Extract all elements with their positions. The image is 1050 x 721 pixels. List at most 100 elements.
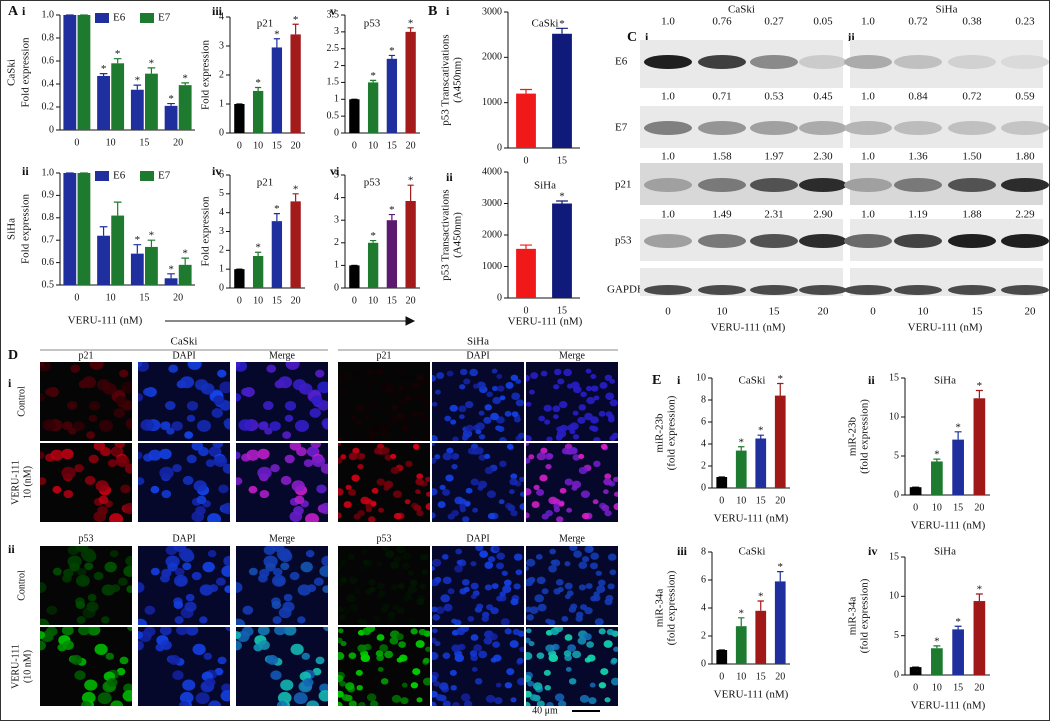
nucleus: [382, 603, 390, 610]
nucleus: [61, 574, 72, 583]
bar: [234, 269, 245, 288]
nucleus: [604, 374, 613, 381]
nucleus: [186, 414, 196, 422]
nucleus: [138, 451, 143, 460]
x-tick-label: 10: [106, 137, 116, 148]
nucleus: [417, 411, 425, 418]
nucleus: [517, 432, 524, 439]
nucleus: [357, 509, 365, 517]
y-tick-label: 6: [701, 574, 706, 585]
nucleus: [471, 666, 478, 672]
nucleus: [403, 426, 411, 433]
nucleus: [121, 381, 132, 394]
nucleus: [373, 615, 381, 622]
nucleus: [474, 678, 483, 685]
nucleus: [432, 606, 438, 613]
nucleus: [305, 513, 320, 522]
channel-header: Merge: [559, 533, 585, 544]
nucleus: [515, 378, 522, 384]
nucleus: [62, 421, 73, 431]
nucleus: [258, 421, 269, 431]
nucleus: [609, 378, 616, 384]
legend-label: E6: [113, 170, 126, 182]
x-tick-label: 10: [106, 292, 116, 303]
nucleus: [262, 400, 274, 411]
micrograph: [138, 362, 230, 441]
bar: [952, 439, 964, 495]
nucleus: [370, 401, 380, 409]
nucleus: [566, 507, 573, 513]
bar: [111, 215, 125, 285]
x-tick-label: 10: [736, 671, 746, 682]
y-tick-label: 4000: [482, 166, 502, 177]
nucleus: [604, 598, 613, 606]
y-tick-label: 0: [497, 292, 502, 303]
y-tick-label: 4: [701, 602, 706, 613]
nucleus: [510, 510, 518, 517]
blot-band: [948, 178, 996, 192]
nucleus: [605, 392, 615, 401]
nucleus: [421, 378, 428, 384]
nucleus: [405, 591, 412, 597]
nucleus: [486, 391, 493, 398]
x-tick-label: 20: [406, 295, 416, 306]
nucleus: [575, 615, 583, 622]
micrograph: [432, 362, 524, 441]
nucleus: [356, 685, 363, 691]
significance-mark: *: [408, 17, 414, 29]
nucleus: [271, 546, 285, 553]
nucleus: [148, 449, 162, 461]
nucleus: [446, 447, 454, 454]
nucleus: [80, 700, 92, 706]
nucleus: [572, 410, 579, 416]
nucleus: [365, 368, 374, 376]
nucleus: [573, 550, 583, 558]
y-tick-label: 15: [889, 372, 899, 383]
nucleus: [379, 644, 389, 652]
subpanel-label: ii: [446, 170, 453, 184]
nucleus: [356, 419, 363, 425]
channel-header: Merge: [559, 350, 585, 361]
nucleus: [592, 594, 601, 602]
nucleus: [571, 485, 578, 491]
nucleus: [186, 454, 197, 464]
nucleus: [393, 512, 402, 520]
blot-band: [1001, 285, 1049, 295]
y-tick-label: 1000: [482, 97, 502, 108]
y-tick-label: 3: [219, 226, 224, 237]
y-axis-label: (fold expression): [859, 578, 871, 653]
nucleus: [224, 585, 230, 593]
nucleus: [564, 478, 573, 486]
nucleus: [138, 618, 148, 625]
nucleus: [186, 401, 199, 411]
y-tick-label: 2: [334, 237, 339, 248]
nucleus: [460, 693, 471, 702]
nucleus: [347, 554, 355, 560]
nucleus: [519, 503, 524, 511]
nucleus: [384, 410, 391, 416]
nucleus: [52, 567, 62, 576]
nucleus: [469, 368, 479, 377]
nucleus: [119, 369, 129, 378]
chart-title: p53: [364, 177, 381, 189]
nucleus: [348, 576, 358, 585]
nucleus: [544, 419, 551, 425]
nucleus: [316, 484, 327, 494]
bar: [386, 220, 398, 288]
nucleus: [338, 628, 344, 634]
nucleus: [178, 700, 190, 706]
y-tick-label: 0.9: [42, 190, 55, 201]
nucleus: [586, 654, 596, 662]
blot-band: [948, 55, 996, 69]
nucleus: [451, 618, 458, 624]
nucleus: [566, 383, 573, 389]
nucleus: [248, 485, 258, 494]
nucleus: [405, 395, 412, 401]
blot-band: [750, 285, 798, 295]
nucleus: [442, 452, 452, 461]
bar: [178, 264, 192, 285]
nucleus: [150, 567, 160, 576]
nucleus: [478, 454, 487, 461]
nucleus: [510, 697, 517, 703]
